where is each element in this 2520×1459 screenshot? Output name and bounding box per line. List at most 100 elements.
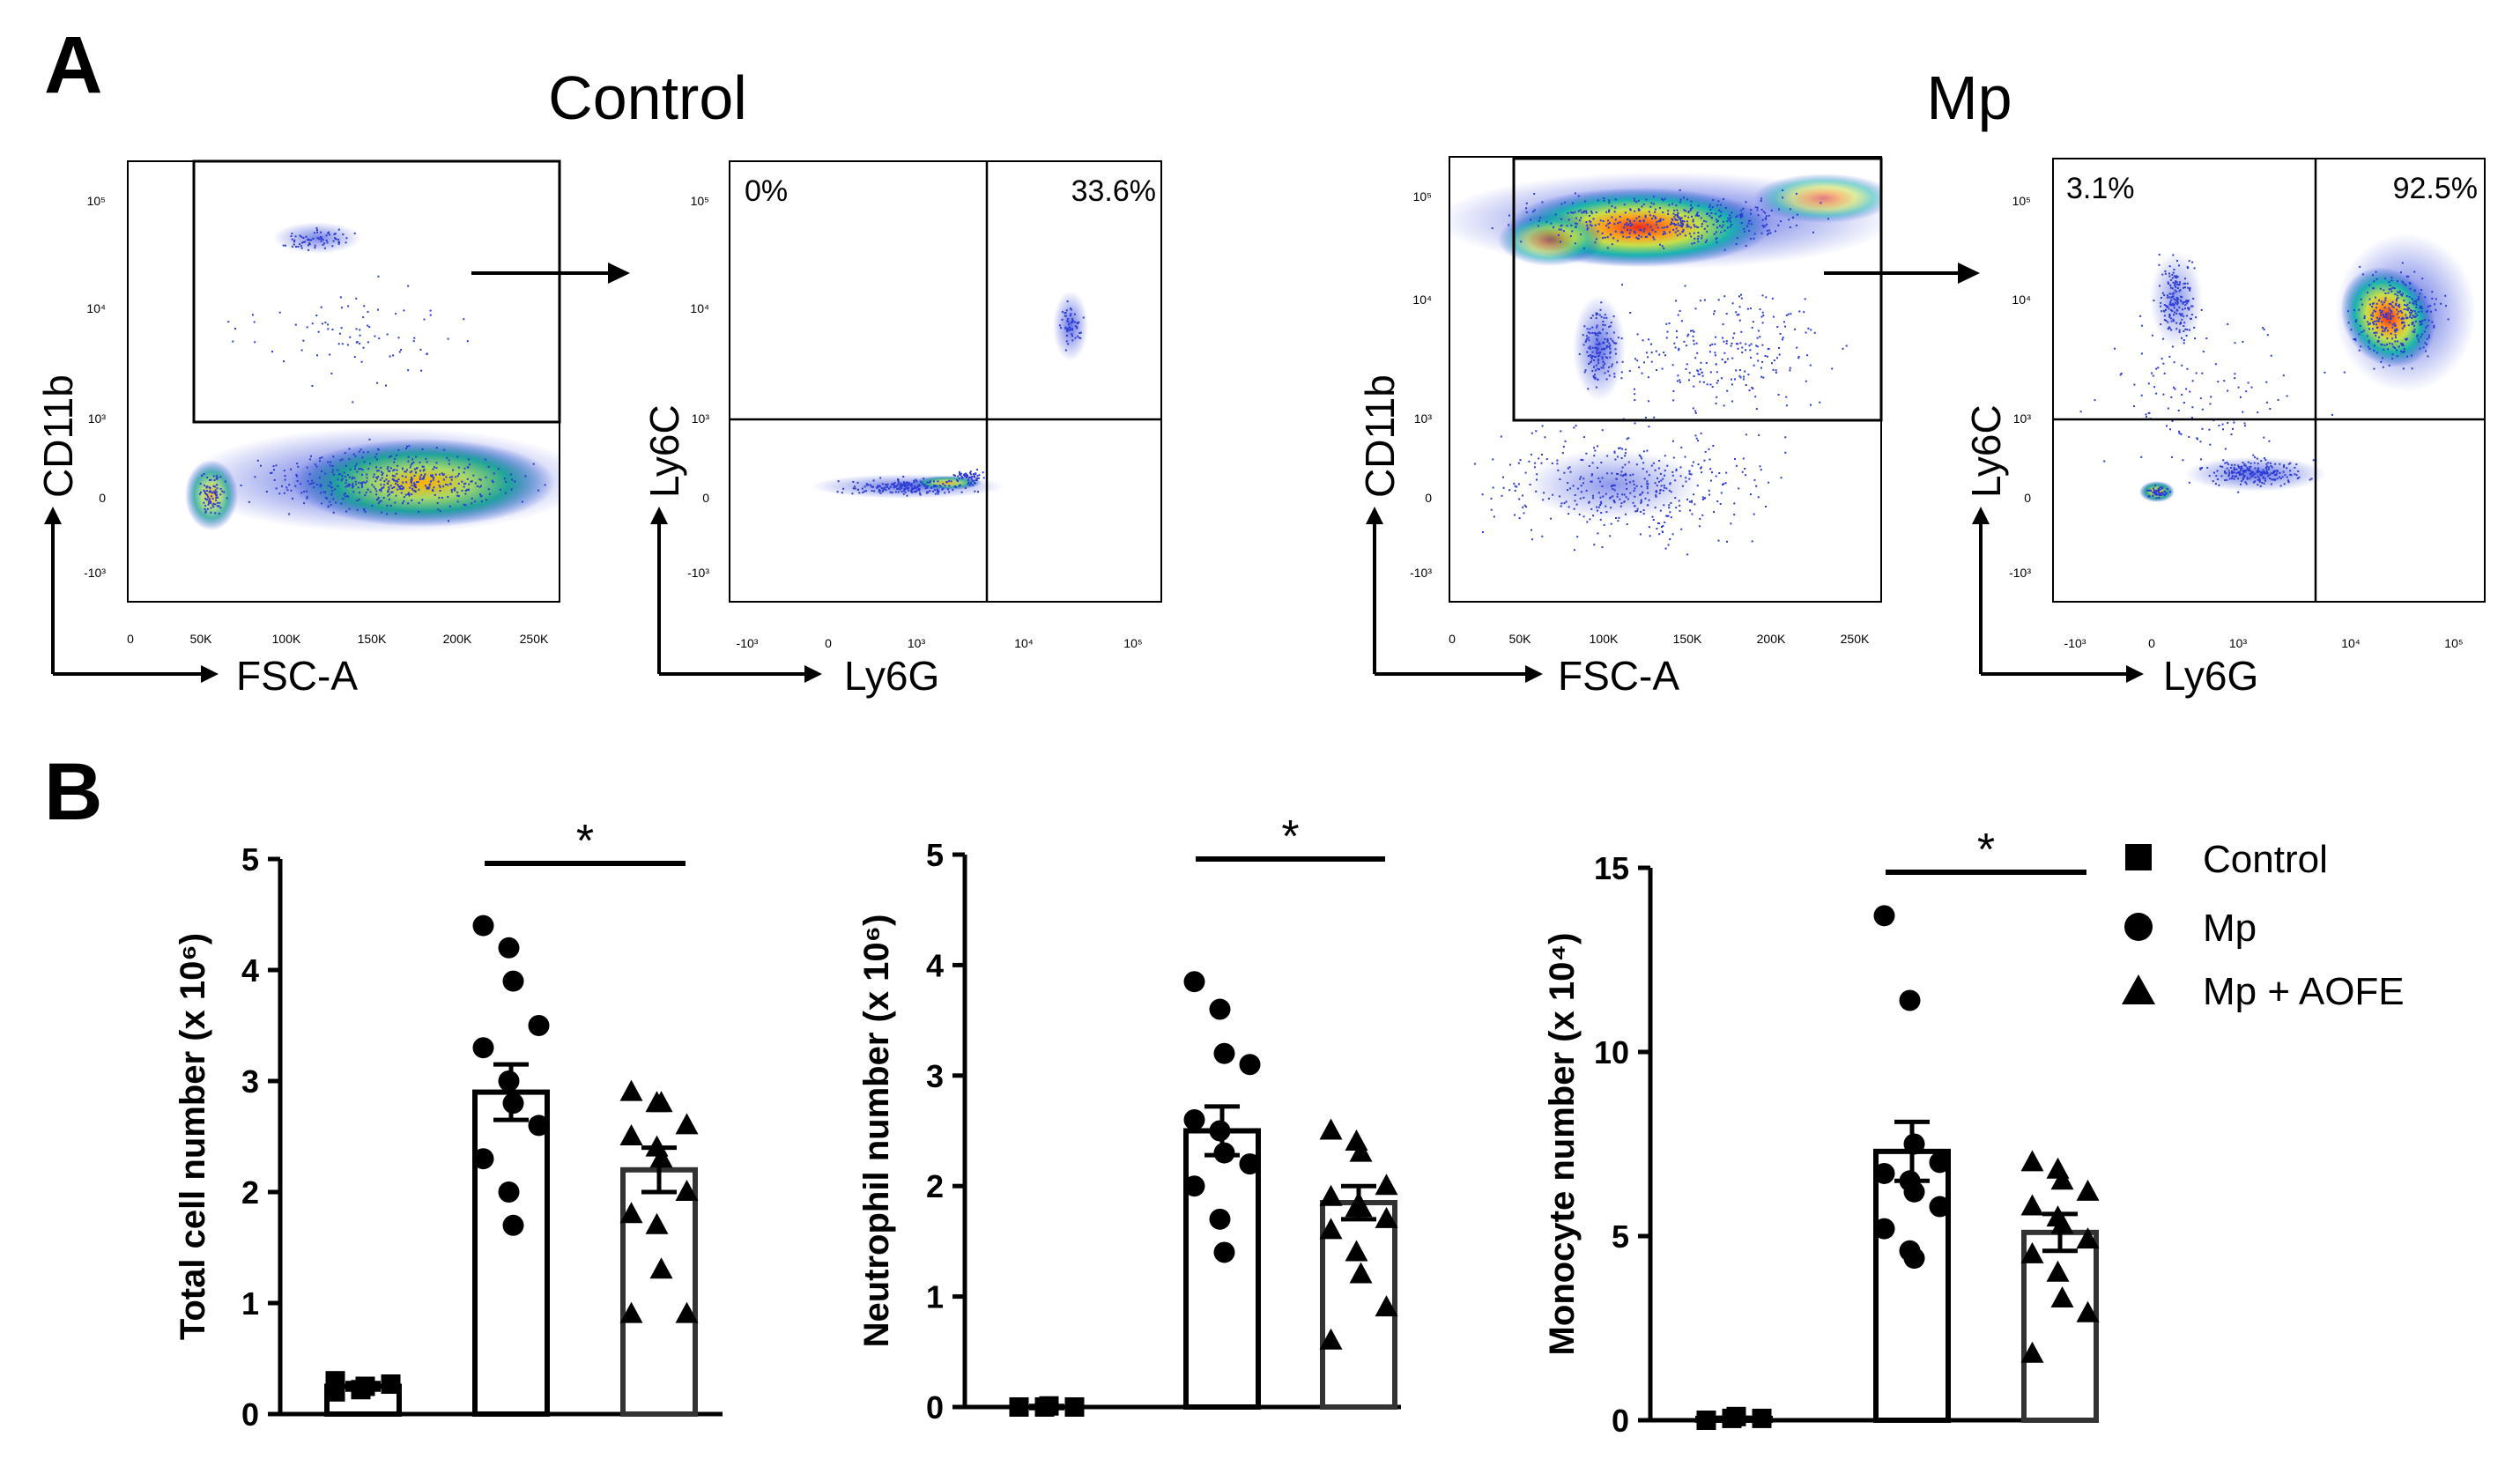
event-dot [937,493,939,495]
event-dot [2289,473,2292,476]
event-dot [1679,189,1681,191]
event-dot [1070,308,1072,311]
event-dot [2192,298,2195,300]
event-dot [487,466,490,468]
event-dot [208,486,211,489]
event-dot [958,478,960,480]
event-dot [337,473,340,476]
event-dot [1701,223,1703,225]
event-dot [1605,511,1608,514]
event-dot [1721,377,1723,380]
event-dot [2249,468,2251,470]
event-dot [300,235,303,238]
event-dot [1765,296,1768,299]
event-dot [2398,310,2400,313]
event-dot [2408,311,2411,314]
event-dot [1668,322,1671,325]
event-dot [465,489,468,491]
event-dot [348,448,351,450]
event-dot [359,342,361,344]
event-dot [1647,492,1649,494]
event-dot [1587,226,1589,229]
event-dot [2389,285,2391,286]
event-dot [364,494,367,497]
event-dot [471,497,473,500]
event-dot [394,475,397,478]
event-dot [401,475,404,478]
gate-cd11b-positive [192,159,561,424]
event-dot [886,486,888,488]
data-point-triangle [675,1180,699,1201]
event-dot [2231,475,2234,477]
event-dot [2375,331,2378,334]
event-dot [215,475,218,477]
event-dot [1649,233,1651,235]
event-dot [1677,214,1679,217]
y-tick-label: 4 [241,952,259,989]
event-dot [1723,404,1725,407]
event-dot [1071,328,1073,330]
event-dot [1069,315,1071,317]
event-dot [1831,367,1834,370]
event-dot [1673,209,1676,211]
event-dot [367,451,369,454]
event-dot [2233,421,2235,424]
event-dot [2420,336,2422,338]
event-dot [439,473,441,476]
event-dot [1725,340,1728,343]
event-dot [2181,318,2183,321]
event-dot [976,469,979,470]
event-dot [1716,226,1718,229]
event-dot [1595,332,1597,335]
event-dot [2384,328,2387,330]
event-dot [1586,224,1589,226]
event-dot [2183,283,2185,285]
event-dot [1684,215,1686,218]
event-dot [1556,463,1559,465]
event-dot [2429,310,2432,313]
event-dot [1620,457,1623,459]
event-dot [1715,403,1717,404]
event-dot [881,483,884,485]
event-dot [1673,342,1676,344]
event-dot [411,493,413,495]
event-dot [1683,220,1686,223]
event-dot [2229,466,2232,469]
event-dot [1602,323,1605,326]
event-dot [2429,305,2432,307]
event-dot [2246,476,2249,478]
event-dot [1577,195,1580,197]
event-dot [976,477,979,479]
event-dot [375,493,378,496]
y-axis-title: CD11b [35,374,81,498]
event-dot [345,482,347,484]
event-dot [2391,326,2394,329]
event-dot [394,501,397,504]
event-dot [2162,337,2165,340]
event-dot [2182,302,2184,305]
event-dot [1606,337,1609,340]
event-dot [1589,518,1591,521]
event-dot [1688,478,1691,480]
event-dot [2419,321,2421,323]
event-dot [212,485,215,487]
event-dot [2161,310,2163,313]
event-dot [1591,346,1594,349]
event-dot [2296,478,2299,480]
data-point-square [355,1376,375,1396]
event-dot [2183,322,2186,324]
event-dot [330,485,331,488]
event-dot [903,489,906,492]
event-dot [1613,484,1616,486]
event-dot [361,469,364,471]
event-dot [464,493,467,495]
event-dot [2427,337,2430,338]
data-point-circle [472,915,494,937]
event-dot [1720,492,1723,494]
event-dot [1644,216,1647,218]
event-dot [1585,211,1588,214]
event-dot [1661,226,1664,229]
event-dot [918,484,921,486]
event-dot [448,459,450,462]
event-dot [492,481,494,484]
